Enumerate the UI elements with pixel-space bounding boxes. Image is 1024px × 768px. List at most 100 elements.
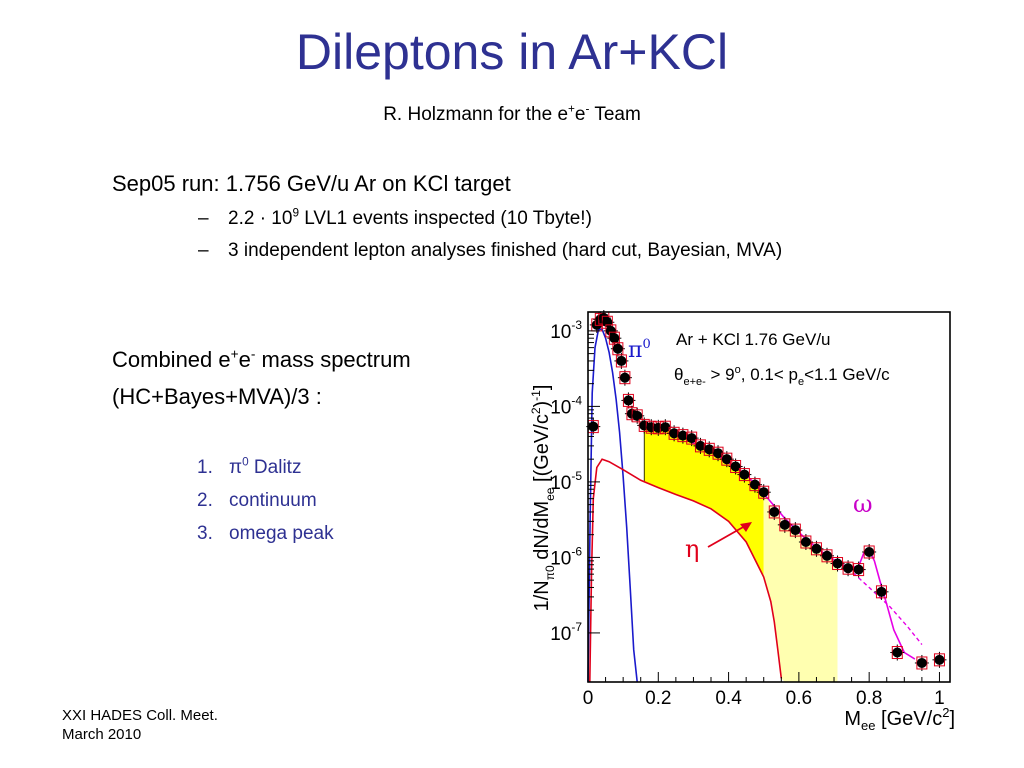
y-tick-label: 10-6: [550, 544, 582, 569]
x-tick-label: 0: [583, 688, 594, 709]
y-tick-label: 10-4: [550, 393, 582, 418]
author-text: R. Holzmann for the e: [383, 104, 569, 125]
ylabel-part: dN/dM: [531, 501, 553, 565]
data-marker: [619, 372, 630, 383]
annotation-part: e+e-: [683, 376, 706, 388]
data-point: [830, 555, 845, 572]
data-marker: [864, 546, 875, 557]
author-text: Team: [589, 104, 641, 125]
data-point: [621, 392, 636, 409]
data-marker: [811, 543, 822, 554]
annotation-part: θ: [674, 365, 683, 384]
author-sup: +: [568, 102, 575, 116]
list-label: π: [229, 457, 243, 478]
xlabel-part: 2: [942, 705, 949, 720]
data-point: [809, 540, 824, 557]
ylabel-part: [(GeV/c: [531, 414, 553, 487]
eta-arrow-head: [740, 522, 752, 532]
data-marker: [623, 395, 634, 406]
data-marker: [821, 550, 832, 561]
data-point: [610, 340, 625, 357]
dash: –: [198, 240, 209, 261]
data-point: [614, 352, 629, 369]
ylabel-part: -1: [529, 390, 543, 401]
annotation-cuts: θe+e- > 9o, 0.1< pe<1.1 GeV/c: [674, 364, 890, 388]
ylabel-part: 1/N: [531, 580, 553, 611]
eta-dalitz-curve: [589, 458, 783, 683]
x-tick-label: 1: [934, 688, 945, 709]
combined-text: Combined e: [112, 347, 231, 372]
plot-frame: [587, 311, 951, 683]
list-sup: 0: [242, 455, 249, 469]
list-label: continuum: [229, 490, 317, 511]
list-number: 1.: [197, 457, 213, 478]
footer: XXI HADES Coll. Meet. March 2010: [62, 706, 218, 744]
x-tick-label: 0.6: [786, 688, 812, 709]
x-tick-label: 0.4: [715, 688, 742, 709]
author-text: e: [574, 104, 586, 125]
xlabel-part: ]: [949, 708, 955, 730]
data-marker: [876, 586, 887, 597]
x-tick-label: 0.2: [645, 688, 671, 709]
data-marker: [853, 564, 864, 575]
ylabel-part: ): [531, 401, 553, 408]
data-marker: [769, 506, 780, 517]
footer-line: XXI HADES Coll. Meet.: [62, 707, 218, 724]
combined-sup: +: [230, 346, 239, 362]
excess-fill: [644, 425, 764, 577]
data-marker: [832, 558, 843, 569]
dash: –: [198, 208, 209, 229]
footer-line: March 2010: [62, 726, 142, 743]
data-marker: [713, 448, 724, 459]
annotation-part: > 9: [706, 365, 735, 384]
data-marker: [730, 461, 741, 472]
data-point: [874, 583, 889, 600]
data-point: [737, 466, 752, 483]
sub-bullet-text: 3 independent lepton analyses finished (…: [228, 240, 783, 261]
y-tick-base: 10: [550, 624, 571, 645]
data-marker: [800, 536, 811, 547]
author-sup: -: [585, 102, 590, 116]
data-point: [777, 516, 792, 533]
data-point: [756, 484, 771, 501]
data-point: [711, 445, 726, 462]
y-tick-exponent: -6: [571, 544, 582, 558]
data-marker: [686, 433, 697, 444]
annotation-part: e: [798, 376, 804, 388]
data-marker: [739, 469, 750, 480]
data-point: [767, 503, 782, 520]
data-marker: [609, 333, 620, 344]
combined-text: mass spectrum: [255, 347, 411, 372]
data-marker: [916, 657, 927, 668]
data-point: [630, 407, 645, 424]
y-axis-label: 1/Nπ0 dN/dMee [(GeV/c2)-1]: [529, 385, 557, 612]
continuum-extrapolation-curve: [847, 567, 923, 646]
y-tick-exponent: -5: [571, 469, 582, 483]
data-marker: [660, 422, 671, 433]
omega-label: ω: [853, 490, 873, 518]
dilepton-mass-spectrum-chart: 0 0.2 0.4 0.6 0.8 110-310-410-510-610-7 Ar + …: [529, 310, 955, 733]
combined-text: e: [238, 347, 251, 372]
y-tick-base: 10: [550, 548, 571, 569]
y-tick-base: 10: [550, 322, 571, 343]
sub-bullet-text: 2.2 · 10: [228, 208, 293, 229]
fill-layer: [643, 425, 838, 682]
y-tick-label: 10-5: [550, 469, 582, 494]
data-point: [684, 430, 699, 447]
xlabel-part: ee: [861, 718, 875, 733]
data-point: [693, 437, 708, 454]
data-marker: [790, 525, 801, 536]
ylabel-part: ee: [543, 487, 557, 501]
annotation-part: <1.1 GeV/c: [804, 365, 890, 384]
y-tick-exponent: -7: [571, 620, 582, 634]
list-number: 2.: [197, 490, 213, 511]
list-number: 3.: [197, 523, 213, 544]
data-marker: [695, 440, 706, 451]
data-marker: [632, 410, 643, 421]
data-point: [851, 561, 866, 578]
data-point: [841, 560, 856, 577]
sub-bullet-analyses: –3 independent lepton analyses finished …: [198, 240, 782, 262]
author-line: R. Holzmann for the e+e- Team: [0, 102, 1024, 126]
annotation-part: , 0.1< p: [741, 365, 798, 384]
data-point: [788, 522, 803, 539]
